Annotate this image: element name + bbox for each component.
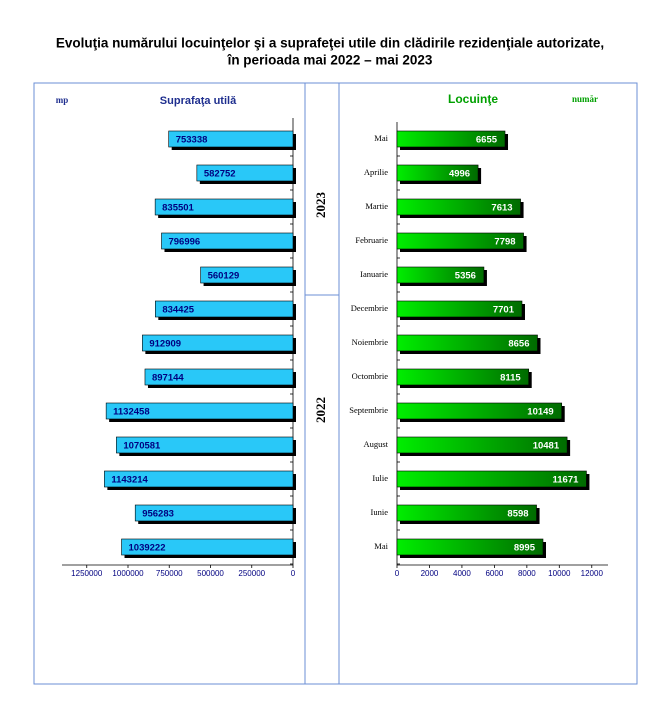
- y-tick-label: Aprilie: [364, 167, 388, 177]
- x-tick-label: 2000: [421, 569, 439, 578]
- value-label: 8656: [508, 339, 529, 350]
- bar: [396, 402, 563, 420]
- x-tick-label: 1000000: [112, 569, 144, 578]
- bar: [396, 232, 524, 250]
- y-tick-label: Iulie: [372, 473, 388, 483]
- bar: [104, 470, 294, 488]
- bar: [396, 300, 523, 318]
- chart-title: Suprafaţa utilă: [160, 95, 237, 107]
- y-tick-label: Februarie: [355, 235, 388, 245]
- y-tick-label: August: [363, 439, 388, 449]
- bar: [142, 334, 294, 352]
- value-label: 11671: [553, 475, 580, 486]
- bar: [168, 130, 294, 148]
- value-label: 956283: [142, 509, 174, 520]
- value-label: 5356: [455, 271, 476, 282]
- y-tick-label: Decembrie: [351, 303, 389, 313]
- value-label: 7613: [491, 203, 512, 214]
- x-tick-label: 0: [291, 569, 296, 578]
- y-tick-label: Iunie: [371, 507, 389, 517]
- bar: [396, 266, 485, 284]
- unit-label: număr: [572, 94, 598, 104]
- x-tick-label: 10000: [548, 569, 571, 578]
- x-tick-label: 8000: [518, 569, 536, 578]
- x-tick-label: 6000: [485, 569, 503, 578]
- bar: [396, 198, 521, 216]
- frame: [33, 82, 638, 685]
- bar: [144, 368, 294, 386]
- x-tick-label: 750000: [156, 569, 183, 578]
- value-label: 1039222: [129, 543, 166, 554]
- y-tick-label: Mai: [374, 541, 388, 551]
- x-tick-label: 12000: [581, 569, 604, 578]
- x-tick-label: 1250000: [71, 569, 103, 578]
- bar: [116, 436, 294, 454]
- bar: [396, 164, 479, 182]
- value-label: 582752: [204, 169, 236, 180]
- bar: [155, 300, 294, 318]
- value-label: 8115: [500, 373, 521, 384]
- value-label: 1132458: [113, 407, 149, 418]
- value-label: 1070581: [123, 441, 161, 452]
- value-label: 7701: [493, 305, 515, 316]
- year-label: 2023: [313, 192, 328, 219]
- title-line: Evoluţia numărului locuinţelor şi a supr…: [56, 36, 604, 51]
- y-tick-label: Mai: [374, 133, 388, 143]
- value-label: 4996: [449, 169, 470, 180]
- value-label: 7798: [494, 237, 515, 248]
- x-tick-label: 500000: [197, 569, 224, 578]
- value-label: 834425: [162, 305, 194, 316]
- chart-title: Locuinţe: [448, 92, 498, 106]
- value-label: 10481: [533, 441, 560, 452]
- unit-label: mp: [56, 95, 69, 105]
- y-tick-label: Ianuarie: [360, 269, 388, 279]
- bar: [396, 436, 568, 454]
- value-label: 912909: [149, 339, 181, 350]
- value-label: 753338: [176, 135, 208, 146]
- bar: [105, 402, 294, 420]
- y-tick-label: Septembrie: [349, 405, 388, 415]
- bar: [200, 266, 294, 284]
- bar: [396, 130, 506, 148]
- value-label: 10149: [527, 407, 553, 418]
- bar: [161, 232, 294, 250]
- title-line: în perioada mai 2022 – mai 2023: [227, 53, 433, 68]
- value-label: 560129: [208, 271, 240, 282]
- value-label: 1143214: [111, 475, 148, 486]
- bar: [121, 538, 294, 556]
- x-tick-label: 4000: [453, 569, 471, 578]
- bar: [396, 334, 538, 352]
- y-tick-label: Octombrie: [352, 371, 389, 381]
- value-label: 6655: [476, 135, 498, 146]
- value-label: 8995: [514, 543, 536, 554]
- value-label: 897144: [152, 373, 184, 384]
- value-label: 8598: [507, 509, 528, 520]
- bar: [396, 368, 530, 386]
- y-tick-label: Noiembrie: [352, 337, 389, 347]
- year-label: 2022: [313, 397, 328, 423]
- x-tick-label: 0: [395, 569, 400, 578]
- bar: [196, 164, 294, 182]
- y-tick-label: Martie: [365, 201, 388, 211]
- bar: [154, 198, 294, 216]
- bar: [396, 504, 537, 522]
- x-tick-label: 250000: [238, 569, 265, 578]
- bar: [396, 538, 544, 556]
- value-label: 796996: [168, 237, 200, 248]
- bar: [396, 470, 587, 488]
- value-label: 835501: [162, 203, 194, 214]
- bar: [134, 504, 294, 522]
